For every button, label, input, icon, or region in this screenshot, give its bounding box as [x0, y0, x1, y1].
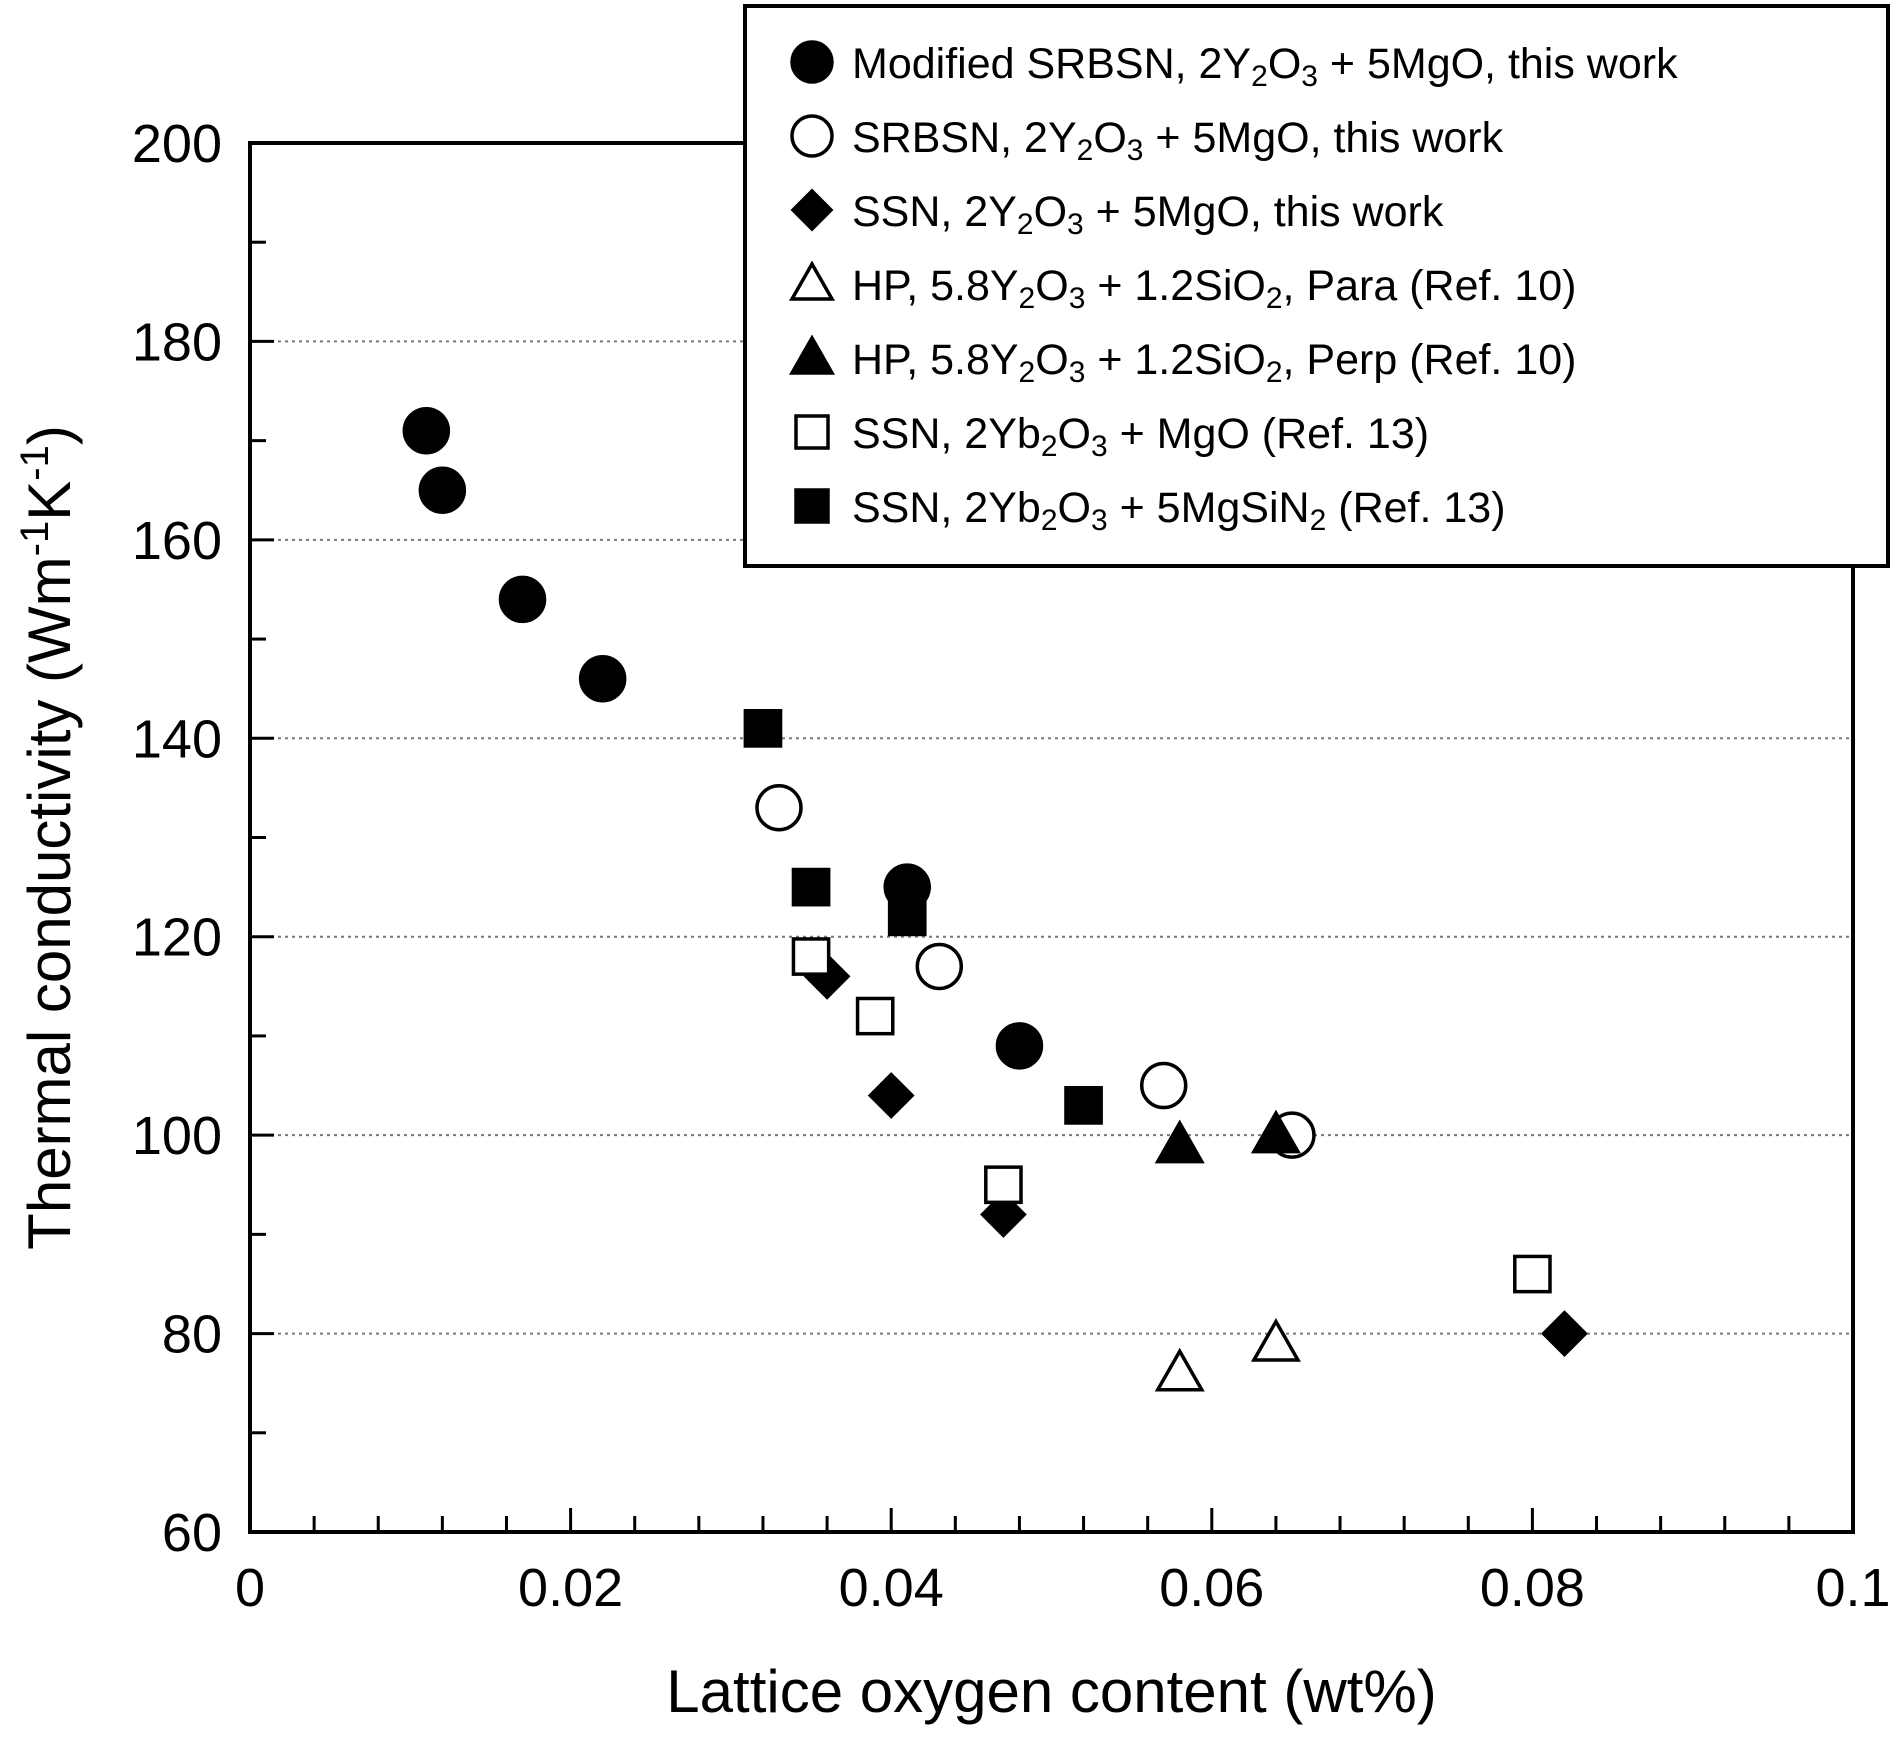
- x-tick-label: 0.04: [839, 1558, 944, 1618]
- data-point-open-triangle: [1250, 1317, 1301, 1362]
- y-tick-label: 80: [162, 1305, 222, 1365]
- data-point-open-square: [1513, 1254, 1552, 1294]
- legend-marker-filled-circle: [790, 40, 834, 84]
- axis-tick-labels: 0 0.02 0.04 0.06 0.08 0.1 60 80 100 120 140 160 180 2…: [132, 114, 1890, 1618]
- data-point-filled-square: [1064, 1086, 1103, 1125]
- legend-box: [743, 4, 1890, 568]
- data-point-open-square: [855, 996, 895, 1036]
- legend-entry-label: SSN, 2Yb2O3 + 5MgSiN2 (Ref. 13): [852, 484, 1506, 537]
- data-point-filled-square: [791, 867, 831, 907]
- y-tick-label: 60: [162, 1503, 222, 1563]
- data-point-filled-circle: [402, 406, 451, 455]
- legend-entry-label: Modified SRBSN, 2Y2O3 + 5MgO, this work: [852, 40, 1678, 93]
- y-tick-label: 160: [132, 511, 222, 571]
- data-point-open-circle: [755, 783, 803, 832]
- data-point-filled-triangle: [1154, 1119, 1205, 1164]
- x-tick-label: 0.08: [1480, 1558, 1585, 1618]
- legend-entry-label: SRBSN, 2Y2O3 + 5MgO, this work: [852, 114, 1504, 167]
- data-point-filled-circle: [498, 575, 547, 624]
- x-tick-label: 0.1: [1815, 1558, 1890, 1618]
- y-tick-label: 200: [132, 114, 222, 174]
- data-point-open-square: [984, 1165, 1023, 1205]
- data-point-open-triangle: [1154, 1347, 1205, 1392]
- data-point-filled-diamond: [867, 1072, 915, 1119]
- data-point-open-square: [791, 937, 831, 976]
- legend-marker-filled-diamond: [790, 188, 834, 232]
- legend-marker-open-triangle: [788, 260, 836, 301]
- data-point-filled-diamond: [980, 1191, 1027, 1238]
- data-point-filled-square: [743, 709, 783, 748]
- y-tick-label: 140: [132, 709, 222, 769]
- data-point-filled-circle: [578, 655, 627, 703]
- legend-entry-label: SSN, 2Yb2O3 + MgO (Ref. 13): [852, 410, 1429, 463]
- legend-entry-label: HP, 5.8Y2O3 + 1.2SiO2, Perp (Ref. 10): [852, 336, 1576, 389]
- y-tick-label: 180: [132, 312, 222, 372]
- data-point-open-circle: [915, 942, 964, 991]
- data-point-open-circle: [1139, 1061, 1188, 1110]
- x-tick-label: 0: [235, 1558, 265, 1618]
- data-point-filled-circle: [995, 1022, 1044, 1070]
- y-tick-label: 100: [132, 1106, 222, 1166]
- legend-marker-open-square: [794, 414, 830, 450]
- data-point-filled-triangle: [1250, 1109, 1301, 1154]
- x-tick-label: 0.06: [1159, 1558, 1264, 1618]
- legend: Modified SRBSN, 2Y2O3 + 5MgO, this work S…: [743, 4, 1890, 568]
- x-tick-label: 0.02: [518, 1558, 623, 1618]
- gridlines: [250, 340, 1853, 1335]
- axis-ticks: [248, 141, 1855, 1534]
- x-axis-title: Lattice oxygen content (wt%): [666, 1658, 1436, 1725]
- legend-entry-label: HP, 5.8Y2O3 + 1.2SiO2, Para (Ref. 10): [852, 262, 1576, 315]
- legend-marker-open-circle: [790, 114, 834, 158]
- data-point-filled-circle: [418, 466, 467, 514]
- y-axis-title: Thermal conductivity (Wm-1K-1): [13, 425, 83, 1250]
- legend-entry-label: SSN, 2Y2O3 + 5MgO, this work: [852, 188, 1444, 241]
- legend-marker-filled-triangle: [788, 334, 836, 375]
- data-point-filled-square: [887, 897, 927, 937]
- y-tick-label: 120: [132, 908, 222, 968]
- data-point-filled-diamond: [1541, 1310, 1588, 1357]
- data-points: [402, 406, 1588, 1392]
- legend-marker-filled-square: [794, 488, 830, 524]
